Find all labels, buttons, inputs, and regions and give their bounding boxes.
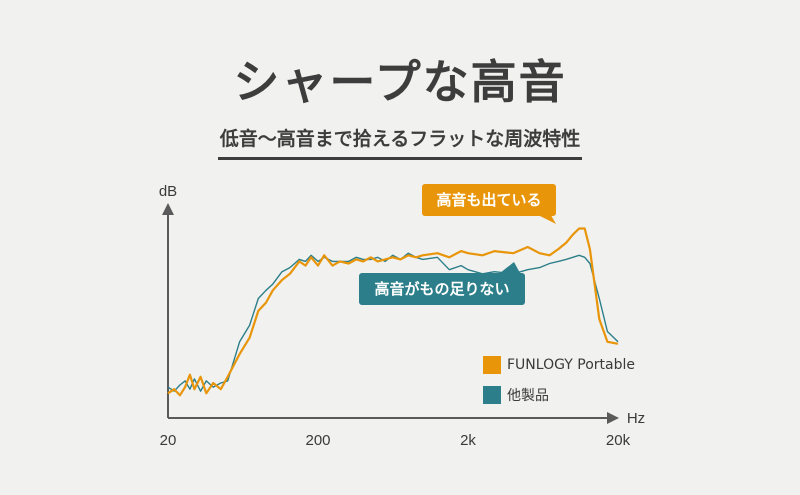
x-tick-label: 20: [160, 432, 177, 449]
chart-axes: dB Hz: [159, 183, 645, 427]
legend-item-other: 他製品: [483, 384, 635, 406]
legend-swatch-other: [483, 386, 501, 404]
x-axis-arrow: [607, 412, 619, 424]
x-tick-label: 200: [305, 432, 330, 449]
series-line-other: [167, 252, 619, 392]
x-tick-labels: 20 200 2k 20k: [160, 432, 631, 449]
series-layer: [167, 227, 619, 397]
x-tick-label: 20k: [606, 432, 631, 449]
x-axis-label: Hz: [627, 410, 645, 427]
series-line-funlogy: [167, 227, 619, 397]
chart-legend: FUNLOGY Portable 他製品: [483, 354, 635, 414]
y-axis-arrow: [162, 203, 174, 215]
legend-swatch-funlogy: [483, 356, 501, 374]
legend-label-funlogy: FUNLOGY Portable: [507, 357, 635, 373]
legend-label-other: 他製品: [507, 388, 549, 404]
legend-item-funlogy: FUNLOGY Portable: [483, 354, 635, 376]
y-axis-label: dB: [159, 183, 177, 200]
x-tick-label: 2k: [460, 432, 476, 449]
page-subtitle: 低音〜高音まで拾えるフラットな周波特性: [217, 124, 583, 160]
page-title: シャープな高音: [233, 55, 567, 109]
callout-funlogy: 高音も出ている: [422, 184, 556, 216]
callout-other: 高音がもの足りない: [359, 273, 525, 305]
